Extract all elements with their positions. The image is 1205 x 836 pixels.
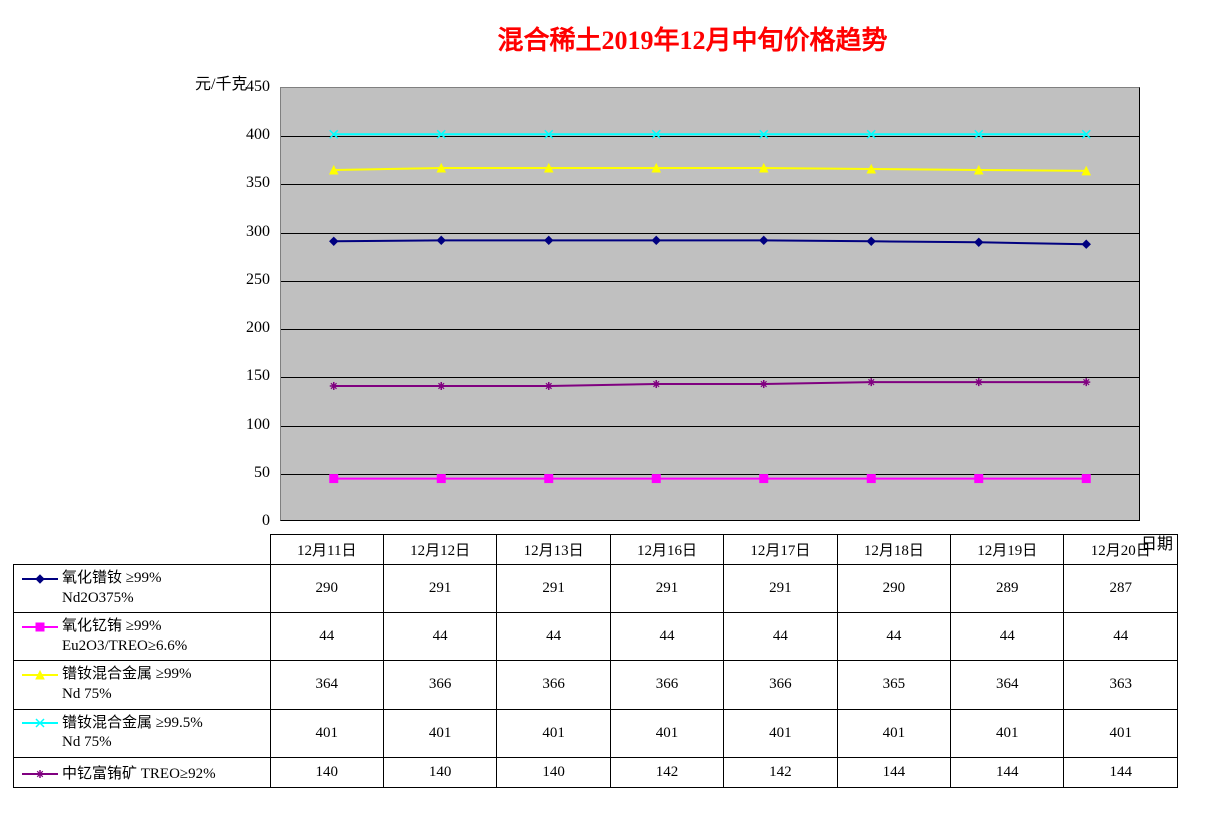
y-tick-label: 0 xyxy=(230,512,270,530)
table-row: 镨钕混合金属 ≥99.5%Nd 75%401401401401401401401… xyxy=(14,709,1178,757)
series-name: 镨钕混合金属 ≥99% xyxy=(62,667,191,683)
data-cell: 401 xyxy=(497,709,610,757)
grid-line xyxy=(281,233,1139,234)
data-cell: 364 xyxy=(270,661,383,709)
y-tick-label: 450 xyxy=(230,78,270,96)
legend-cell: 氧化镨钕 ≥99% Nd2O375% xyxy=(14,565,271,613)
y-tick-label: 250 xyxy=(230,271,270,289)
data-cell: 401 xyxy=(1064,709,1178,757)
data-cell: 144 xyxy=(837,757,950,787)
y-tick-label: 150 xyxy=(230,367,270,385)
date-header: 12月18日 xyxy=(837,535,950,565)
y-tick-label: 400 xyxy=(230,126,270,144)
data-cell: 366 xyxy=(383,661,496,709)
chart-area: 050100150200250300350400450 xyxy=(240,87,1140,521)
series-name: 氧化镨钕 ≥99% xyxy=(62,570,161,586)
series-name2: Nd2O375% xyxy=(62,590,134,606)
grid-line xyxy=(281,184,1139,185)
legend-marker-icon xyxy=(22,714,58,734)
legend-marker-icon xyxy=(22,766,58,783)
data-cell: 401 xyxy=(724,709,837,757)
grid-line xyxy=(281,377,1139,378)
legend-marker-icon xyxy=(22,569,58,589)
date-header: 12月16日 xyxy=(610,535,723,565)
table-row: 中钇富铕矿 TREO≥92%140140140142142144144144 xyxy=(14,757,1178,787)
data-cell: 142 xyxy=(724,757,837,787)
data-cell: 140 xyxy=(270,757,383,787)
table-row: 氧化镨钕 ≥99%Nd2O375%29029129129129129028928… xyxy=(14,565,1178,613)
date-header: 12月19日 xyxy=(951,535,1064,565)
data-cell: 144 xyxy=(1064,757,1178,787)
data-cell: 289 xyxy=(951,565,1064,613)
plot-area xyxy=(280,87,1140,521)
data-cell: 44 xyxy=(1064,613,1178,661)
y-tick-label: 300 xyxy=(230,223,270,241)
y-tick-label: 350 xyxy=(230,174,270,192)
legend-marker-icon xyxy=(22,665,58,685)
data-cell: 44 xyxy=(837,613,950,661)
grid-line xyxy=(281,329,1139,330)
data-cell: 144 xyxy=(951,757,1064,787)
data-cell: 401 xyxy=(951,709,1064,757)
data-table: 12月11日12月12日12月13日12月16日12月17日12月18日12月1… xyxy=(13,534,1178,788)
data-cell: 44 xyxy=(497,613,610,661)
data-cell: 44 xyxy=(383,613,496,661)
series-name2: Nd 75% xyxy=(62,734,112,750)
grid-line xyxy=(281,474,1139,475)
data-cell: 44 xyxy=(610,613,723,661)
date-header: 12月13日 xyxy=(497,535,610,565)
legend-marker-icon xyxy=(22,617,58,637)
data-cell: 290 xyxy=(837,565,950,613)
series-name2: Eu2O3/TREO≥6.6% xyxy=(62,638,187,654)
series-name: 氧化钇铕 ≥99% xyxy=(62,618,161,634)
data-cell: 287 xyxy=(1064,565,1178,613)
series-name2: Nd 75% xyxy=(62,686,112,702)
data-cell: 366 xyxy=(497,661,610,709)
data-cell: 140 xyxy=(383,757,496,787)
data-cell: 140 xyxy=(497,757,610,787)
data-cell: 401 xyxy=(610,709,723,757)
table-blank-cell xyxy=(14,535,271,565)
data-cell: 291 xyxy=(724,565,837,613)
data-cell: 44 xyxy=(951,613,1064,661)
legend-cell: 镨钕混合金属 ≥99% Nd 75% xyxy=(14,661,271,709)
series-name: 镨钕混合金属 ≥99.5% xyxy=(62,715,203,731)
date-header: 12月12日 xyxy=(383,535,496,565)
y-tick-label: 100 xyxy=(230,416,270,434)
legend-cell: 镨钕混合金属 ≥99.5% Nd 75% xyxy=(14,709,271,757)
legend-cell: 氧化钇铕 ≥99% Eu2O3/TREO≥6.6% xyxy=(14,613,271,661)
grid-line xyxy=(281,281,1139,282)
data-cell: 401 xyxy=(837,709,950,757)
data-cell: 291 xyxy=(497,565,610,613)
legend-cell: 中钇富铕矿 TREO≥92% xyxy=(14,757,271,787)
y-tick-label: 200 xyxy=(230,319,270,337)
data-cell: 291 xyxy=(610,565,723,613)
date-header: 12月20日 xyxy=(1064,535,1178,565)
data-cell: 401 xyxy=(270,709,383,757)
series-name: 中钇富铕矿 TREO≥92% xyxy=(62,766,216,782)
data-cell: 44 xyxy=(270,613,383,661)
date-header: 12月11日 xyxy=(270,535,383,565)
data-cell: 291 xyxy=(383,565,496,613)
data-cell: 142 xyxy=(610,757,723,787)
grid-line xyxy=(281,426,1139,427)
data-cell: 366 xyxy=(610,661,723,709)
y-tick-label: 50 xyxy=(230,464,270,482)
data-cell: 366 xyxy=(724,661,837,709)
date-header: 12月17日 xyxy=(724,535,837,565)
table-row: 氧化钇铕 ≥99%Eu2O3/TREO≥6.6%4444444444444444 xyxy=(14,613,1178,661)
data-cell: 364 xyxy=(951,661,1064,709)
grid-line xyxy=(281,136,1139,137)
data-cell: 363 xyxy=(1064,661,1178,709)
data-cell: 401 xyxy=(383,709,496,757)
table-row: 镨钕混合金属 ≥99%Nd 75%36436636636636636536436… xyxy=(14,661,1178,709)
data-cell: 365 xyxy=(837,661,950,709)
data-cell: 290 xyxy=(270,565,383,613)
data-cell: 44 xyxy=(724,613,837,661)
chart-title: 混合稀土2019年12月中旬价格趋势 xyxy=(10,20,1195,57)
